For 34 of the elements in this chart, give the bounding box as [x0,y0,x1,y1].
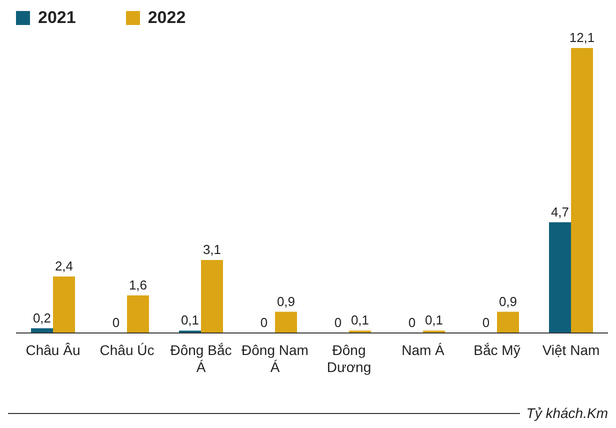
x-tick-label: Châu Úc [100,342,154,358]
bar [275,312,297,333]
bar [53,276,75,333]
data-label: 0,9 [276,294,296,309]
text: Tỷ khách.Km [526,405,608,421]
data-label: 0 [334,315,342,330]
data-label: 0,1 [424,312,444,328]
bar [571,48,593,333]
x-tick-label: Châu Âu [26,342,80,358]
x-tick-label: Nam Á [402,342,446,358]
data-label: 0,1 [350,312,370,328]
bar [201,260,223,333]
data-label: 1,6 [128,277,148,292]
data-label: 0,1 [180,312,200,328]
x-tick-label: Đông Dương [326,342,372,375]
data-label: 12,1 [569,30,595,45]
x-tick-label: Việt Nam [542,342,600,358]
x-tick-label: Bắc Mỹ [474,342,520,358]
data-label: 4,7 [550,204,570,220]
data-label: 3,1 [202,242,222,257]
data-label: 2,4 [54,258,74,274]
legend-label: 2022 [146,8,186,28]
bar [127,295,149,333]
legend-label: 2021 [37,8,76,28]
bar [497,312,519,333]
data-label: 0 [482,315,490,330]
bar [549,222,571,333]
x-tick-label: Đông Nam Á [242,342,308,375]
x-tick-label: Đông Bắc Á [170,342,232,375]
data-label: 0,9 [498,294,518,309]
data-label: 0 [408,315,416,330]
data-label: 0 [260,315,268,330]
data-label: 0,2 [32,310,52,326]
data-label: 0 [112,315,120,330]
